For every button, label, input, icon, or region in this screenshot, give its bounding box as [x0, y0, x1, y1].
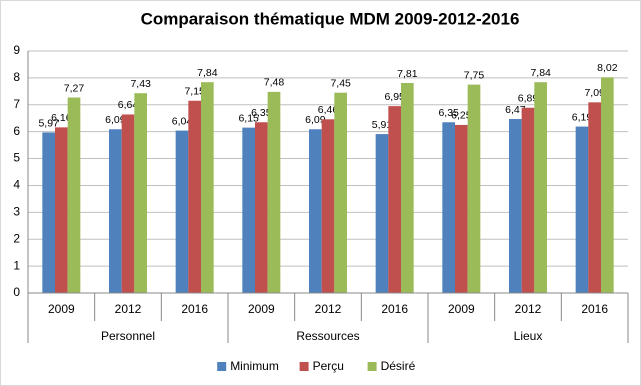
x-tick-label: 2012	[115, 302, 142, 316]
bar	[401, 82, 414, 294]
x-tick-label: 2009	[448, 302, 475, 316]
bar	[309, 129, 322, 293]
y-tick-label: 2	[13, 231, 20, 245]
value-label: 7,84	[530, 67, 551, 79]
legend-swatch	[299, 362, 309, 371]
legend-label: Perçu	[313, 359, 344, 373]
value-label: 6,16	[51, 112, 72, 124]
y-tick-label: 3	[13, 205, 20, 219]
x-tick-label: 2016	[381, 302, 408, 316]
value-label: 6,35	[251, 107, 272, 119]
value-label: 6,15	[238, 112, 259, 124]
bar	[534, 82, 547, 294]
y-tick-label: 8	[13, 70, 20, 84]
value-label: 7,09	[584, 87, 605, 99]
legend-label: Désiré	[381, 359, 416, 373]
value-label: 6,19	[572, 111, 593, 123]
value-label: 6,09	[105, 114, 126, 126]
legend-swatch	[217, 362, 227, 371]
value-label: 6,09	[305, 114, 326, 126]
bar	[334, 92, 347, 293]
value-label: 6,47	[505, 104, 526, 116]
group-label: Lieux	[514, 329, 543, 343]
value-label: 7,15	[184, 86, 205, 98]
bar	[588, 102, 601, 293]
bar	[388, 106, 401, 293]
value-label: 8,02	[597, 62, 618, 74]
bar	[375, 134, 389, 293]
value-label: 5,91	[372, 119, 393, 131]
value-label: 6,35	[438, 107, 459, 119]
y-tick-label: 4	[13, 178, 20, 192]
chart-title: Comparaison thématique MDM 2009-2012-201…	[141, 9, 520, 28]
value-label: 7,75	[464, 69, 485, 81]
y-tick-label: 7	[13, 97, 20, 111]
bar	[67, 97, 81, 293]
y-tick-label: 1	[13, 258, 20, 272]
legend-label: Minimum	[230, 359, 279, 373]
bar	[267, 91, 281, 293]
value-label: 6,25	[451, 110, 472, 122]
bar	[242, 127, 255, 293]
value-label: 6,46	[318, 104, 339, 116]
bar	[255, 122, 268, 293]
value-label: 6,04	[172, 115, 193, 127]
x-tick-label: 2012	[515, 302, 542, 316]
bar	[455, 124, 468, 293]
value-label: 7,81	[397, 68, 418, 80]
bar	[601, 77, 614, 294]
value-label: 7,48	[264, 77, 285, 89]
value-label: 7,27	[64, 82, 85, 94]
bar	[134, 93, 147, 294]
bar	[521, 107, 535, 293]
legend-swatch	[367, 362, 377, 371]
x-tick-label: 2012	[315, 302, 342, 316]
group-label: Ressources	[296, 329, 359, 343]
bar	[175, 130, 189, 293]
bar	[109, 129, 122, 293]
bar	[55, 127, 68, 293]
bar	[42, 132, 55, 293]
bar	[121, 114, 135, 293]
y-tick-label: 9	[13, 43, 20, 57]
bar	[321, 119, 335, 293]
y-tick-label: 6	[13, 124, 20, 138]
x-tick-label: 2016	[181, 302, 208, 316]
value-label: 6,64	[118, 99, 139, 111]
y-tick-label: 0	[13, 285, 20, 299]
bar	[188, 100, 201, 293]
value-label: 6,95	[384, 91, 405, 103]
value-label: 7,45	[330, 77, 351, 89]
x-tick-label: 2009	[48, 302, 75, 316]
group-label: Personnel	[101, 329, 155, 343]
value-label: 7,84	[197, 67, 218, 79]
bar	[467, 84, 481, 293]
value-label: 7,43	[130, 78, 151, 90]
bar	[201, 82, 214, 294]
x-tick-label: 2016	[581, 302, 608, 316]
bar	[575, 126, 589, 294]
value-label: 6,89	[518, 93, 539, 105]
y-tick-label: 5	[13, 151, 20, 165]
value-label: 5,97	[38, 117, 59, 129]
bar	[509, 119, 522, 293]
bar	[442, 122, 455, 293]
x-tick-label: 2009	[248, 302, 275, 316]
